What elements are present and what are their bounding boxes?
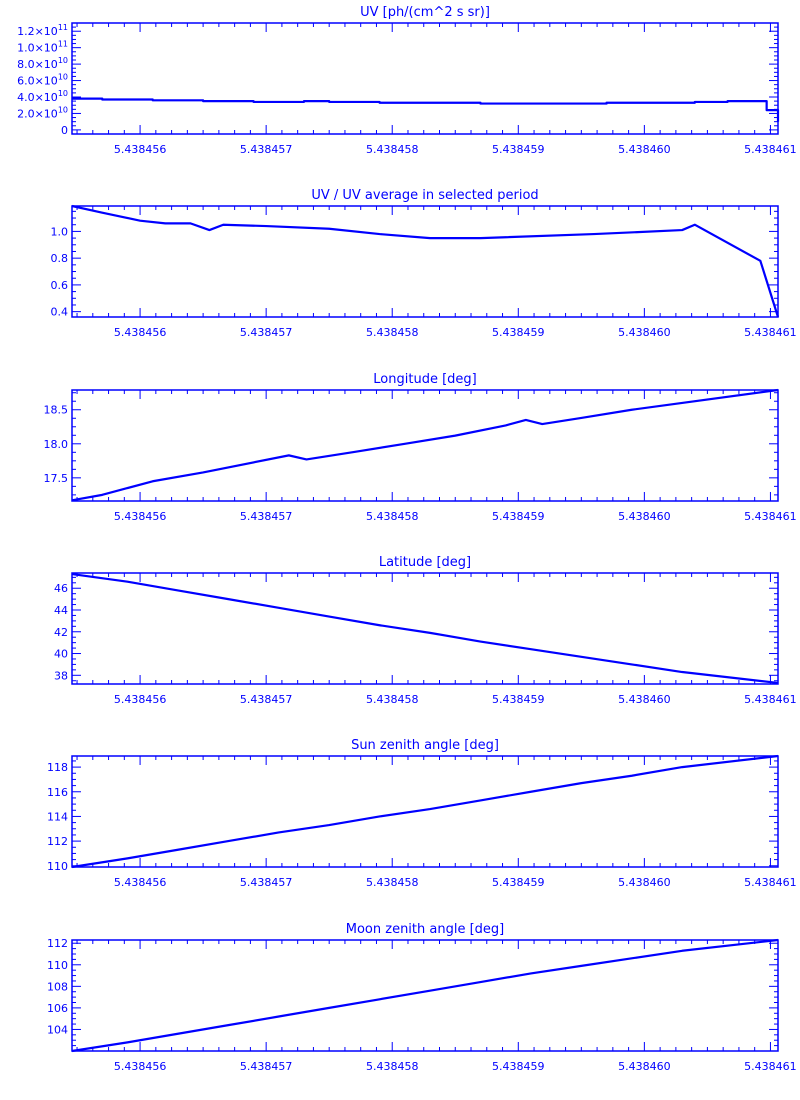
x-tick-label: 5.438460 <box>618 510 671 523</box>
data-line <box>71 572 779 685</box>
panel-3: Longitude [deg] 5.438456 5.438457 5.438458 5… <box>44 372 797 523</box>
x-tick-label: 5.438456 <box>114 510 167 523</box>
x-tick-label: 5.438457 <box>240 693 293 706</box>
y-tick-label: 6.0×1010 <box>17 73 68 88</box>
x-tick-label: 5.438459 <box>492 876 545 889</box>
x-tick-label: 5.438461 <box>744 510 797 523</box>
panel-title: UV / UV average in selected period <box>311 188 538 203</box>
y-tick-label: 0.6 <box>51 279 69 292</box>
panel-1: UV [ph/(cm^2 s sr)] 5.438456 5.438457 5.438… <box>17 5 797 156</box>
y-tick-label: 46 <box>54 582 68 595</box>
y-tick-label: 18.5 <box>44 404 69 417</box>
x-tick-label: 5.438459 <box>492 693 545 706</box>
x-tick-label: 5.438458 <box>366 143 419 156</box>
panel-title: UV [ph/(cm^2 s sr)] <box>360 5 490 20</box>
plot-frame <box>71 22 779 135</box>
x-tick-label: 5.438457 <box>240 876 293 889</box>
x-tick-label: 5.438461 <box>744 876 797 889</box>
y-tick-label: 40 <box>54 648 68 661</box>
x-tick-label: 5.438458 <box>366 876 419 889</box>
y-tick-label: 1.2×1011 <box>17 23 68 38</box>
x-tick-label: 5.438460 <box>618 143 671 156</box>
x-tick-label: 5.438457 <box>240 1060 293 1073</box>
y-tick-label: 0.8 <box>51 252 69 265</box>
x-tick-label: 5.438456 <box>114 693 167 706</box>
x-tick-label: 5.438460 <box>618 876 671 889</box>
panel-title: Moon zenith angle [deg] <box>346 922 504 937</box>
y-tick-label: 114 <box>47 810 68 823</box>
y-tick-label: 0 <box>61 124 68 137</box>
x-tick-label: 5.438459 <box>492 1060 545 1073</box>
y-tick-label: 18.0 <box>44 438 69 451</box>
y-tick-label: 0.4 <box>51 306 69 319</box>
plot-frame <box>71 939 779 1052</box>
y-tick-label: 44 <box>54 604 68 617</box>
panel-title: Sun zenith angle [deg] <box>351 738 499 753</box>
plot-frame <box>71 572 779 685</box>
x-tick-label: 5.438461 <box>744 693 797 706</box>
x-tick-label: 5.438458 <box>366 326 419 339</box>
y-tick-label: 112 <box>47 835 68 848</box>
y-tick-label: 1.0 <box>51 225 69 238</box>
x-tick-label: 5.438461 <box>744 326 797 339</box>
x-tick-label: 5.438457 <box>240 143 293 156</box>
plot-frame <box>71 389 779 502</box>
x-tick-label: 5.438457 <box>240 326 293 339</box>
y-tick-label: 4.0×1010 <box>17 89 68 104</box>
panel-5: Sun zenith angle [deg] 5.438456 5.438457 5.… <box>47 738 797 889</box>
x-tick-label: 5.438458 <box>366 693 419 706</box>
data-line <box>71 204 780 318</box>
y-tick-label: 106 <box>47 1002 68 1015</box>
x-tick-label: 5.438461 <box>744 1060 797 1073</box>
y-tick-label: 118 <box>47 761 68 774</box>
data-line <box>71 388 779 502</box>
x-tick-label: 5.438459 <box>492 143 545 156</box>
y-tick-label: 110 <box>47 959 68 972</box>
y-tick-label: 104 <box>47 1023 68 1036</box>
x-tick-label: 5.438456 <box>114 1060 167 1073</box>
y-tick-label: 110 <box>47 860 68 873</box>
plot-frame <box>71 755 779 868</box>
x-tick-label: 5.438456 <box>114 876 167 889</box>
x-tick-label: 5.438458 <box>366 510 419 523</box>
x-tick-label: 5.438456 <box>114 143 167 156</box>
x-tick-label: 5.438457 <box>240 510 293 523</box>
data-line <box>72 97 780 122</box>
panel-title: Latitude [deg] <box>379 555 471 570</box>
data-line <box>71 754 779 869</box>
plot-frame <box>71 205 779 318</box>
y-tick-label: 108 <box>47 980 68 993</box>
panel-4: Latitude [deg] 5.438456 5.438457 5.438458 5.… <box>54 555 797 706</box>
y-tick-label: 42 <box>54 626 68 639</box>
x-tick-label: 5.438460 <box>618 1060 671 1073</box>
panel-title: Longitude [deg] <box>373 372 476 387</box>
data-line <box>71 938 779 1053</box>
y-tick-label: 17.5 <box>44 472 69 485</box>
y-tick-label: 8.0×1010 <box>17 56 68 71</box>
y-tick-label: 116 <box>47 786 68 799</box>
panel-2: UV / UV average in selected period 5.4384… <box>51 188 797 339</box>
y-tick-label: 1.0×1011 <box>17 40 68 55</box>
y-tick-label: 38 <box>54 669 68 682</box>
y-tick-label: 112 <box>47 937 68 950</box>
x-tick-label: 5.438461 <box>744 143 797 156</box>
panel-6: Moon zenith angle [deg] 5.438456 5.438457 5… <box>47 922 797 1073</box>
x-tick-label: 5.438460 <box>618 326 671 339</box>
x-tick-label: 5.438458 <box>366 1060 419 1073</box>
x-tick-label: 5.438459 <box>492 510 545 523</box>
x-tick-label: 5.438459 <box>492 326 545 339</box>
y-tick-label: 2.0×1010 <box>17 105 68 120</box>
x-tick-label: 5.438460 <box>618 693 671 706</box>
x-tick-label: 5.438456 <box>114 326 167 339</box>
